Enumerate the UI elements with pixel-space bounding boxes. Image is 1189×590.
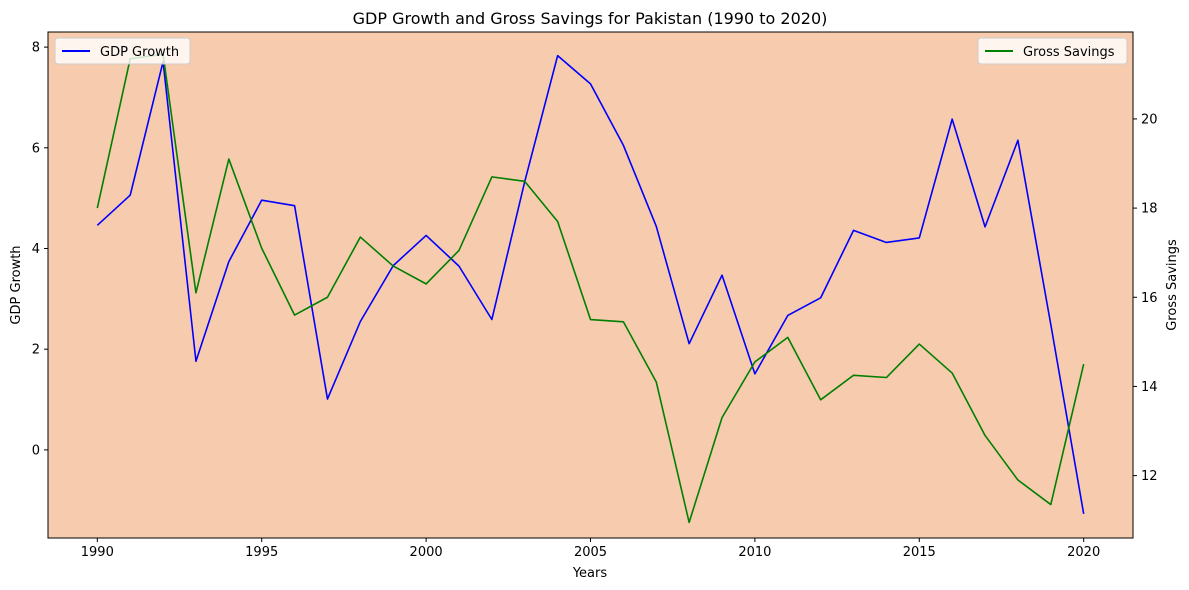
y-right-tick-label: 18 [1141,202,1158,217]
chart-title: GDP Growth and Gross Savings for Pakista… [353,9,828,28]
legend-gross-savings: Gross Savings [977,37,1128,65]
y-left-tick-label: 4 [32,242,40,257]
series-line-gross-savings [96,53,1085,524]
x-tick-label: 2005 [574,545,607,560]
legend-box [977,37,1128,65]
y-left-tick-label: 8 [32,41,40,56]
y-right-tick-label: 12 [1141,469,1158,484]
y-axis-left: 0 2 4 6 8 [32,41,48,458]
y-axis-right-title: Gross Savings [1165,239,1180,331]
x-tick-label: 2015 [903,545,936,560]
legend-gdp-growth: GDP Growth [54,37,191,65]
y-right-tick-label: 20 [1141,112,1158,127]
x-tick-label: 1990 [81,545,114,560]
series-layer [96,53,1085,524]
x-tick-label: 2010 [738,545,771,560]
x-axis-title: Years [572,566,608,581]
y-axis-left-title: GDP Growth [9,245,24,324]
y-right-tick-label: 16 [1141,291,1158,306]
x-axis: 1990 1995 2000 2005 2010 2015 2020 [81,538,1100,560]
plot-background [48,32,1133,538]
y-right-tick-label: 14 [1141,380,1158,395]
x-tick-label: 2020 [1067,545,1100,560]
legend-box [54,37,191,65]
x-tick-label: 2000 [410,545,443,560]
legend-label: GDP Growth [100,45,179,60]
y-left-tick-label: 2 [32,343,40,358]
legend-label: Gross Savings [1023,45,1115,60]
series-line-gdp-growth [96,54,1085,514]
y-axis-right: 12 14 16 18 20 [1133,112,1158,484]
y-left-tick-label: 6 [32,141,40,156]
y-left-tick-label: 0 [32,443,40,458]
x-tick-label: 1995 [245,545,278,560]
